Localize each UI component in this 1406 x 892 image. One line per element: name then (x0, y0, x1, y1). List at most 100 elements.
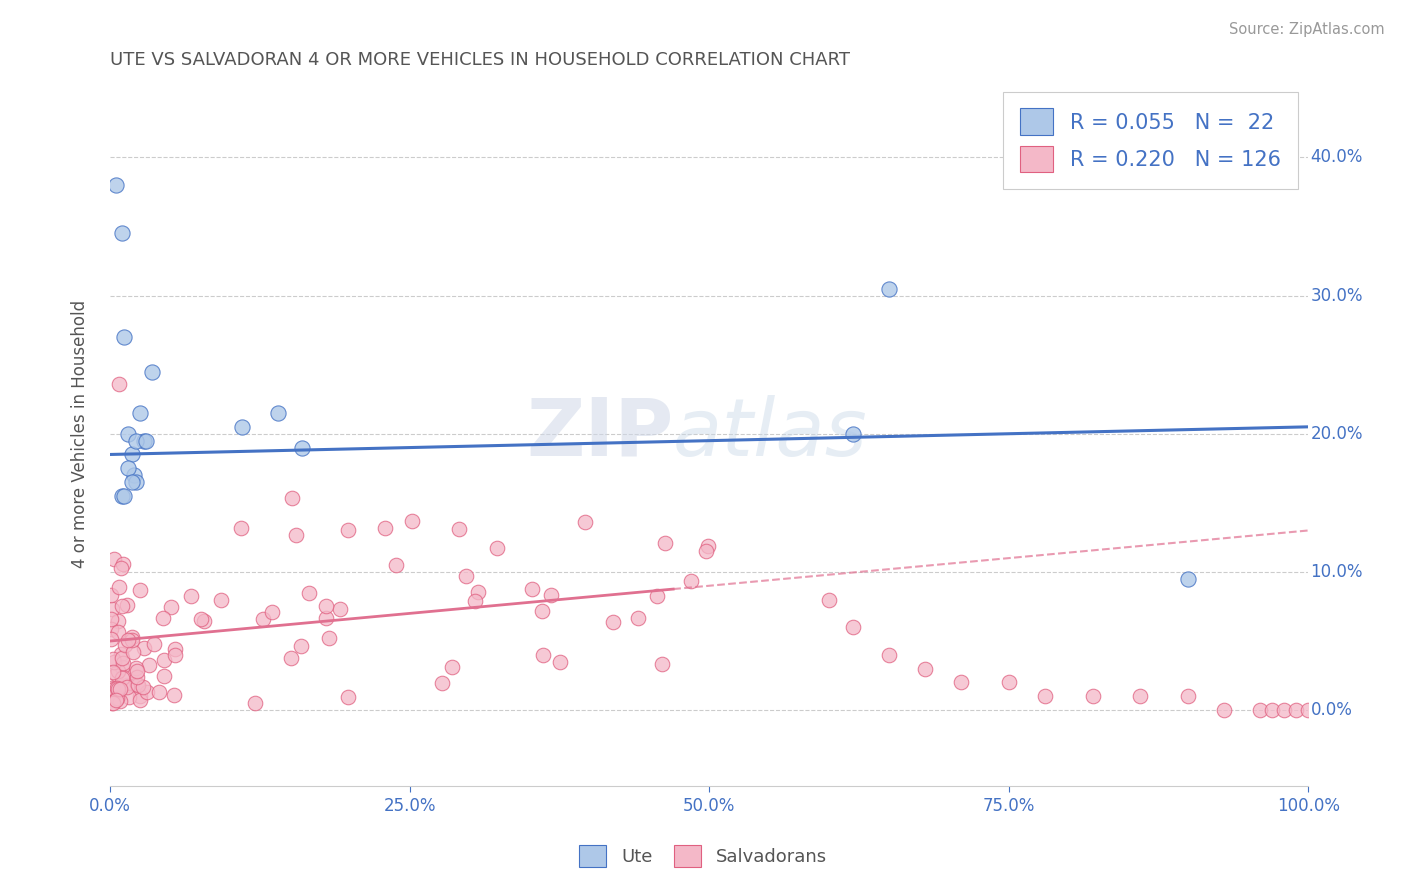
Point (117, 461, 139, 475)
Point (440, 659, 463, 673)
Point (138, 658, 160, 673)
Point (229, 520, 252, 534)
Point (125, 475, 148, 489)
Point (122, 468, 145, 483)
Point (107, 665, 129, 679)
Point (100, 632, 122, 646)
Point (100, 612, 122, 626)
Point (114, 489, 136, 503)
Point (447, 522, 470, 536)
Point (267, 406, 290, 420)
Point (107, 614, 129, 628)
Point (432, 675, 454, 690)
Point (127, 677, 149, 691)
Point (1129, 690, 1152, 704)
Point (193, 615, 215, 629)
Point (112, 670, 135, 684)
Point (681, 574, 703, 588)
Point (136, 685, 159, 699)
Text: 20.0%: 20.0% (1310, 425, 1362, 442)
Point (401, 514, 423, 528)
Point (384, 558, 406, 572)
Point (105, 691, 128, 706)
Point (111, 671, 134, 685)
Point (108, 580, 131, 594)
Point (105, 667, 128, 681)
Point (1249, 703, 1271, 717)
Point (143, 637, 166, 651)
Point (100, 622, 122, 636)
Point (121, 633, 143, 648)
Point (111, 489, 134, 503)
Point (315, 599, 337, 614)
Point (329, 602, 352, 616)
Point (152, 669, 174, 683)
Point (654, 536, 676, 550)
Point (522, 582, 544, 596)
Point (115, 680, 138, 694)
Point (842, 620, 865, 634)
Point (148, 684, 170, 698)
Point (108, 693, 131, 707)
Point (115, 599, 138, 613)
Point (626, 611, 648, 625)
Point (105, 693, 128, 707)
Point (110, 647, 132, 661)
Point (114, 638, 136, 652)
Point (125, 665, 148, 679)
Text: Source: ZipAtlas.com: Source: ZipAtlas.com (1229, 22, 1385, 37)
Point (209, 593, 232, 607)
Point (315, 610, 337, 624)
Point (163, 642, 186, 657)
Point (128, 582, 150, 597)
Point (190, 612, 212, 626)
Point (1177, 690, 1199, 704)
Point (337, 690, 360, 704)
Point (318, 631, 340, 645)
Point (540, 588, 562, 602)
Point (111, 558, 134, 572)
Point (486, 541, 509, 556)
Point (695, 543, 717, 558)
Point (290, 639, 312, 653)
Point (153, 653, 176, 667)
Point (231, 420, 253, 434)
Point (245, 696, 267, 710)
Text: 10.0%: 10.0% (1310, 563, 1362, 581)
Point (121, 645, 143, 659)
Point (162, 688, 184, 702)
Point (531, 648, 554, 662)
Point (454, 569, 477, 583)
Point (127, 678, 149, 692)
Point (117, 426, 139, 441)
Point (291, 441, 314, 455)
Point (111, 657, 134, 671)
Point (651, 657, 673, 672)
Point (141, 365, 163, 379)
Point (111, 599, 134, 613)
Point (101, 696, 124, 710)
Point (121, 475, 143, 489)
Point (121, 630, 143, 644)
Point (110, 561, 132, 575)
Point (818, 592, 841, 607)
Point (1296, 703, 1319, 717)
Y-axis label: 4 or more Vehicles in Household: 4 or more Vehicles in Household (72, 300, 89, 568)
Point (464, 594, 486, 608)
Point (159, 600, 181, 615)
Text: UTE VS SALVADORAN 4 OR MORE VEHICLES IN HOUSEHOLD CORRELATION CHART: UTE VS SALVADORAN 4 OR MORE VEHICLES IN … (110, 51, 851, 69)
Point (298, 586, 321, 600)
Point (125, 434, 148, 448)
Point (125, 661, 148, 675)
Point (373, 520, 395, 534)
Text: 0.0%: 0.0% (1310, 701, 1353, 719)
Point (111, 227, 134, 241)
Point (107, 682, 129, 697)
Point (1033, 690, 1056, 704)
Point (103, 681, 125, 696)
Point (180, 589, 202, 603)
Point (697, 539, 720, 553)
Point (129, 689, 152, 703)
Point (877, 282, 900, 296)
Point (103, 655, 125, 669)
